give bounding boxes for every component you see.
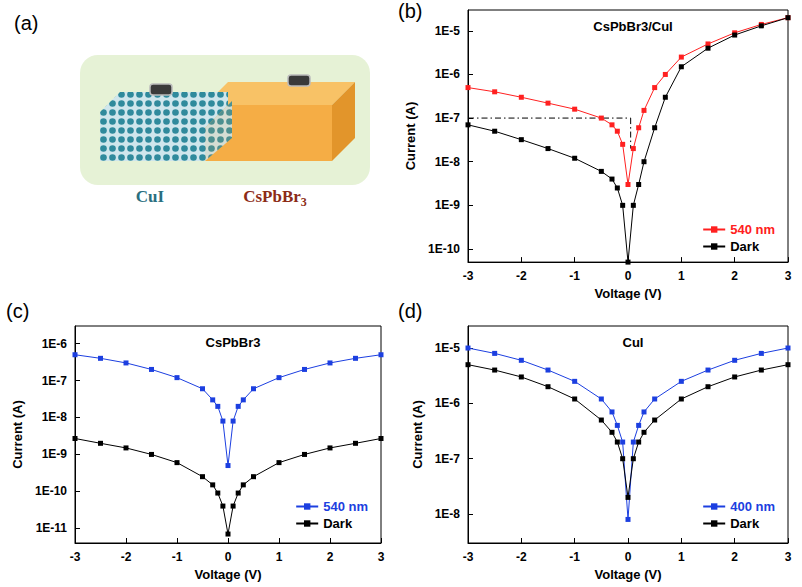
svg-text:1: 1 xyxy=(276,550,283,564)
svg-text:1E-7: 1E-7 xyxy=(435,452,461,466)
svg-text:2: 2 xyxy=(327,550,334,564)
html-text:(b): (b) xyxy=(398,0,423,22)
svg-text:540 nm: 540 nm xyxy=(730,222,775,237)
svg-text:-1: -1 xyxy=(569,269,580,283)
svg-text:CuI: CuI xyxy=(623,335,644,350)
svg-text:Current (A): Current (A) xyxy=(10,400,25,469)
svg-text:400 nm: 400 nm xyxy=(730,499,775,514)
svg-text:-3: -3 xyxy=(463,550,474,564)
svg-text:2: 2 xyxy=(731,269,738,283)
svg-text:CsPbBr3/CuI: CsPbBr3/CuI xyxy=(593,19,672,34)
svg-text:-2: -2 xyxy=(121,550,132,564)
svg-text:Dark: Dark xyxy=(730,516,760,531)
svg-text:1E-6: 1E-6 xyxy=(435,67,461,81)
svg-text:1E-9: 1E-9 xyxy=(42,447,68,461)
svg-text:1E-9: 1E-9 xyxy=(435,198,461,212)
svg-text:Dark: Dark xyxy=(730,239,760,254)
svg-text:-1: -1 xyxy=(569,550,580,564)
svg-text:1E-8: 1E-8 xyxy=(435,155,461,169)
svg-text:1E-11: 1E-11 xyxy=(36,521,68,535)
svg-text:3: 3 xyxy=(785,269,792,283)
html-text:(c): (c) xyxy=(6,300,30,322)
svg-text:1E-6: 1E-6 xyxy=(435,396,461,410)
svg-text:CuI: CuI xyxy=(136,187,165,206)
svg-text:1E-7: 1E-7 xyxy=(435,111,461,125)
svg-text:2: 2 xyxy=(731,550,738,564)
svg-text:Current (A): Current (A) xyxy=(403,102,418,171)
svg-text:CsPbBr3: CsPbBr3 xyxy=(243,187,307,209)
svg-text:1E-10: 1E-10 xyxy=(35,484,67,498)
svg-text:540 nm: 540 nm xyxy=(323,499,368,514)
svg-text:-3: -3 xyxy=(463,269,474,283)
svg-text:-2: -2 xyxy=(516,550,527,564)
svg-text:-1: -1 xyxy=(172,550,183,564)
svg-text:0: 0 xyxy=(225,550,232,564)
svg-text:Voltage (V): Voltage (V) xyxy=(595,567,662,582)
html-text:(d): (d) xyxy=(398,300,423,322)
svg-text:-2: -2 xyxy=(516,269,527,283)
svg-text:0: 0 xyxy=(625,550,632,564)
svg-text:1E-6: 1E-6 xyxy=(42,337,68,351)
svg-text:1E-10: 1E-10 xyxy=(428,242,460,256)
svg-text:1: 1 xyxy=(678,269,685,283)
svg-text:(a): (a) xyxy=(14,12,38,34)
svg-text:0: 0 xyxy=(625,269,632,283)
svg-text:1E-5: 1E-5 xyxy=(435,341,461,355)
svg-text:1E-8: 1E-8 xyxy=(42,410,68,424)
svg-text:3: 3 xyxy=(785,550,792,564)
svg-text:1E-7: 1E-7 xyxy=(42,374,68,388)
svg-text:Voltage (V): Voltage (V) xyxy=(195,567,262,582)
svg-text:Current (A): Current (A) xyxy=(410,400,425,469)
svg-text:1E-8: 1E-8 xyxy=(435,507,461,521)
svg-text:-3: -3 xyxy=(70,550,81,564)
svg-text:Voltage (V): Voltage (V) xyxy=(595,286,662,301)
svg-text:1: 1 xyxy=(678,550,685,564)
svg-text:CsPbBr3: CsPbBr3 xyxy=(206,335,261,350)
svg-text:3: 3 xyxy=(378,550,385,564)
svg-text:Dark: Dark xyxy=(323,516,353,531)
svg-text:1E-5: 1E-5 xyxy=(435,24,461,38)
